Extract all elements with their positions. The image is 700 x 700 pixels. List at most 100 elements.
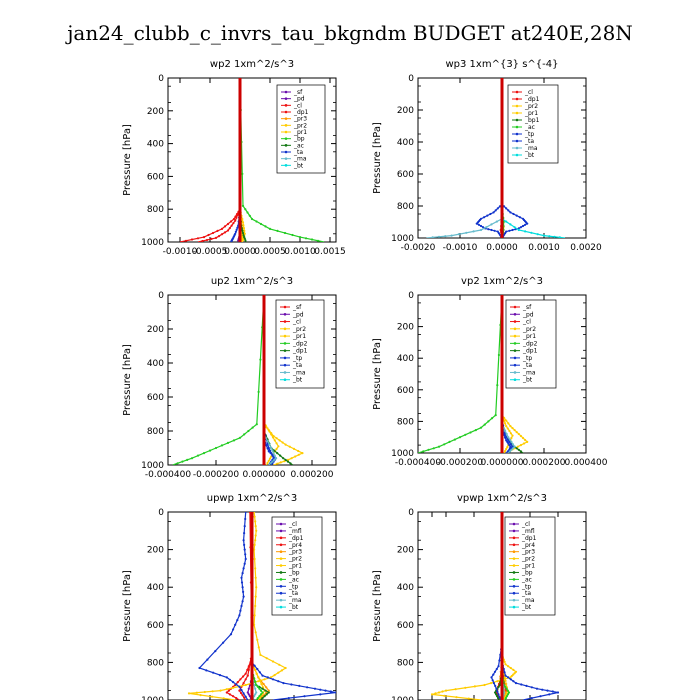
series-point-ac bbox=[255, 683, 258, 687]
series-point-pr2 bbox=[503, 660, 506, 664]
y-tick-label: 1000 bbox=[391, 696, 414, 700]
series-point-ta bbox=[253, 664, 256, 667]
legend-label: _pr1 bbox=[522, 333, 536, 340]
series-point-pr2 bbox=[255, 586, 258, 589]
series-point-bt bbox=[553, 235, 556, 238]
panel-title: wp2 1xm^2/s^3 bbox=[210, 59, 294, 70]
series-point-dp2 bbox=[483, 423, 486, 426]
series-point-bp bbox=[291, 233, 294, 237]
series-point-dp2 bbox=[443, 443, 446, 446]
series-point-pr1 bbox=[513, 429, 516, 432]
series-point-tp bbox=[234, 623, 237, 626]
plot-frame bbox=[167, 77, 337, 243]
legend-marker bbox=[515, 139, 519, 143]
legend-marker bbox=[283, 342, 287, 345]
series-point-pr1 bbox=[275, 437, 278, 440]
series-point-ma bbox=[269, 462, 272, 465]
series-point-ta bbox=[521, 224, 525, 228]
series-line-dp1 bbox=[197, 78, 241, 242]
series-point-pr2 bbox=[254, 520, 257, 523]
series-point-pr1 bbox=[243, 229, 246, 232]
series-point-tp bbox=[242, 692, 245, 695]
legend-marker bbox=[279, 550, 283, 553]
series-point-tp bbox=[240, 689, 243, 692]
series-point-cl bbox=[202, 236, 206, 239]
legend-label: _pr1 bbox=[288, 563, 302, 570]
series-point-pr4 bbox=[225, 691, 228, 694]
series-point-ma bbox=[268, 443, 271, 446]
legend-label: _cl bbox=[522, 319, 531, 326]
legend-marker bbox=[279, 543, 283, 547]
legend-label: _dp1 bbox=[522, 348, 538, 355]
y-tick-label: 0 bbox=[158, 74, 164, 84]
x-tick-label: -0.000400 bbox=[145, 470, 191, 480]
series-point-pr2 bbox=[511, 434, 514, 437]
series-point-pr2 bbox=[263, 678, 266, 681]
panel-title: vp2 1xm^2/s^3 bbox=[461, 276, 543, 287]
panel-title: up2 1xm^2/s^3 bbox=[211, 276, 293, 287]
series-point-ac bbox=[254, 680, 257, 683]
legend-label: _cl bbox=[288, 521, 297, 528]
series-point-bp bbox=[241, 204, 245, 207]
series-point-ta bbox=[524, 223, 527, 226]
series-point-ta bbox=[512, 680, 515, 683]
series-point-ta bbox=[551, 690, 554, 693]
legend-marker bbox=[283, 363, 287, 367]
series-point-tp bbox=[497, 232, 500, 235]
series-point-tp bbox=[490, 228, 493, 232]
legend-marker bbox=[515, 125, 519, 129]
legend-label: _pd bbox=[522, 311, 534, 318]
series-point-pr2 bbox=[510, 674, 513, 678]
legend-label: _ta bbox=[288, 590, 298, 597]
series-point-dp2 bbox=[259, 358, 262, 361]
series-point-bt bbox=[536, 233, 539, 236]
legend-marker bbox=[512, 543, 516, 547]
series-point-tp bbox=[495, 687, 498, 690]
legend-label: _mfl bbox=[521, 528, 535, 535]
series-point-pr2 bbox=[489, 682, 493, 685]
series-point-ta bbox=[508, 444, 511, 447]
series-point-pr2 bbox=[513, 672, 516, 675]
series-point-pr2 bbox=[464, 686, 467, 689]
x-tick-label: 0.000200 bbox=[523, 458, 566, 468]
series-point-ta bbox=[504, 436, 507, 439]
series-point-pr2 bbox=[508, 429, 511, 432]
series-point-ma bbox=[273, 458, 276, 461]
legend-marker bbox=[284, 150, 288, 154]
series-point-ma bbox=[510, 448, 513, 451]
series-point-dp1 bbox=[226, 229, 230, 232]
series-point-pr2 bbox=[509, 432, 512, 435]
series-point-tp bbox=[494, 209, 497, 212]
series-point-bp bbox=[304, 237, 308, 240]
series-point-dp2 bbox=[238, 436, 242, 439]
legend-label: _pr2 bbox=[288, 556, 302, 563]
series-point-dp1 bbox=[239, 691, 243, 695]
series-point-tp bbox=[238, 685, 241, 688]
series-point-pr2 bbox=[277, 445, 280, 448]
series-point-pr1 bbox=[270, 432, 273, 435]
series-point-tp bbox=[497, 665, 500, 668]
series-point-ac bbox=[242, 234, 245, 237]
series-point-ac bbox=[259, 693, 262, 696]
y-tick-label: 600 bbox=[397, 621, 414, 631]
series-point-bt bbox=[530, 231, 533, 234]
y-tick-label: 200 bbox=[397, 546, 414, 556]
y-tick-label: 1000 bbox=[141, 461, 164, 471]
series-point-pr4 bbox=[244, 672, 247, 675]
series-point-tp bbox=[229, 633, 233, 636]
series-point-tp bbox=[241, 600, 244, 603]
series-point-pr1 bbox=[519, 444, 523, 447]
y-axis-label: Pressure [hPa] bbox=[372, 570, 383, 642]
legend-label: _pr3 bbox=[293, 116, 307, 123]
y-tick-label: 1000 bbox=[141, 238, 164, 248]
series-point-pr4 bbox=[227, 689, 230, 692]
series-point-dp1 bbox=[243, 696, 246, 699]
series-point-ac bbox=[256, 685, 259, 688]
legend-label: _pr2 bbox=[522, 326, 536, 333]
legend-marker bbox=[279, 564, 283, 567]
series-point-ta bbox=[324, 689, 327, 692]
series-point-ac bbox=[243, 237, 246, 240]
legend-marker bbox=[513, 312, 517, 316]
legend-marker bbox=[283, 334, 287, 338]
series-point-ac bbox=[504, 685, 507, 688]
